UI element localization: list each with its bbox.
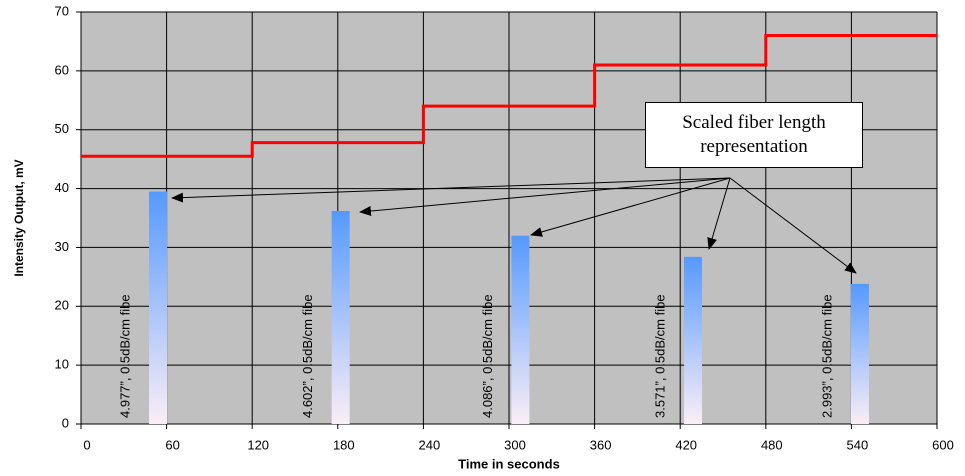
bar-label: 4.602”, 0.5dB/cm fibe [300,294,315,418]
x-tick-label: 60 [165,437,179,452]
fiber-bar [511,235,530,424]
y-tick-label: 0 [62,415,69,430]
x-tick-label: 540 [847,437,869,452]
y-tick-label: 60 [55,62,69,77]
bar-label: 4.086”, 0.5dB/cm fibe [480,294,495,418]
y-tick-label: 70 [55,3,69,18]
x-tick-label: 120 [247,437,269,452]
fiber-bar [331,210,350,424]
x-tick-label: 600 [932,437,954,452]
x-tick-label: 480 [761,437,783,452]
x-tick-label: 0 [83,437,90,452]
x-tick-label: 420 [675,437,697,452]
x-axis-title: Time in seconds [458,456,560,471]
x-tick-label: 360 [590,437,612,452]
bar-label: 4.977”, 0.5dB/cm fibe [117,294,132,418]
fiber-bar [850,283,869,424]
y-axis-title: Intensity Output, mV [12,159,26,276]
y-tick-label: 30 [55,239,69,254]
fiber-bar [149,191,168,424]
annotation: Scaled fiber length representation [645,102,863,168]
bar-label: 3.571”, 0.5dB/cm fibe [652,294,667,418]
y-tick-label: 40 [55,180,69,195]
y-tick-label: 10 [55,357,69,372]
x-tick-label: 180 [333,437,355,452]
y-tick-label: 50 [55,121,69,136]
y-tick-label: 20 [55,298,69,313]
fiber-bar [684,256,703,424]
bar-label: 2.993”, 0.5dB/cm fibe [819,294,834,418]
arrows [171,177,857,274]
x-tick-label: 300 [504,437,526,452]
series-line [81,34,937,158]
x-tick-label: 240 [419,437,441,452]
